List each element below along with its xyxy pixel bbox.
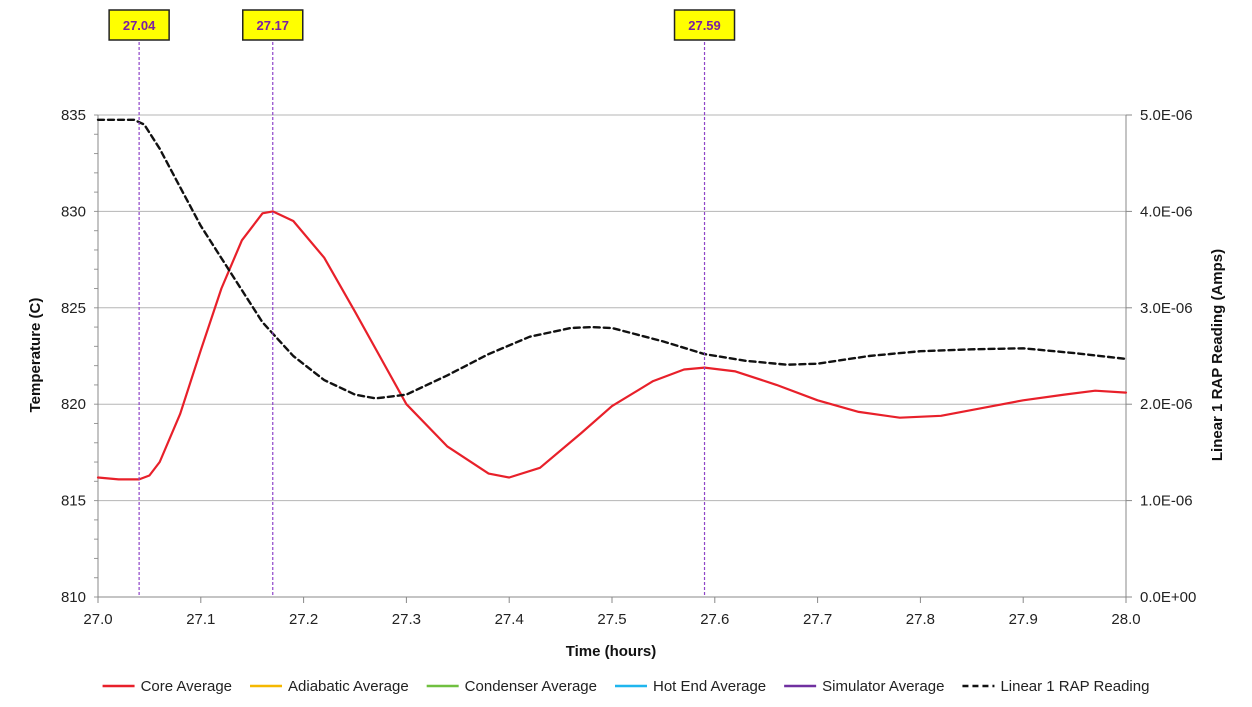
legend-label: Condenser Average <box>465 678 597 695</box>
x-tick-label: 27.5 <box>597 611 626 628</box>
marker-label: 27.59 <box>688 18 721 33</box>
y2-tick-label: 0.0E+00 <box>1140 589 1196 606</box>
y-tick-label: 825 <box>61 300 86 317</box>
x-axis-title: Time (hours) <box>566 643 657 660</box>
x-tick-label: 27.8 <box>906 611 935 628</box>
x-tick-label: 27.6 <box>700 611 729 628</box>
series-lines <box>96 118 1128 481</box>
x-tick-label: 27.2 <box>289 611 318 628</box>
x-tick-label: 27.0 <box>83 611 112 628</box>
y2-tick-label: 5.0E-06 <box>1140 107 1193 124</box>
y-tick-label: 815 <box>61 493 86 510</box>
x-tick-label: 27.1 <box>186 611 215 628</box>
tick-labels: 810 815 820 825 830 835 0.0E+00 1.0E-06 2.0E-06 3… <box>61 107 1196 628</box>
series-line-linear-1-rap-reading <box>96 118 1128 400</box>
marker-label-box <box>673 9 736 41</box>
y2-tick-label: 3.0E-06 <box>1140 300 1193 317</box>
time-markers: 27.04 27.17 27.59 <box>108 9 736 597</box>
marker-label: 27.04 <box>123 18 156 33</box>
x-tick-label: 27.7 <box>803 611 832 628</box>
marker-label-box <box>108 9 170 41</box>
marker-label-box <box>242 9 304 41</box>
x-tick-label: 27.4 <box>495 611 524 628</box>
x-tick-label: 27.9 <box>1009 611 1038 628</box>
x-tick-label: 27.3 <box>392 611 421 628</box>
y2-axis-title: Linear 1 RAP Reading (Amps) <box>1209 249 1226 461</box>
marker-label: 27.17 <box>256 18 289 33</box>
y-axis-title: Temperature (C) <box>27 298 44 413</box>
y-tick-label: 810 <box>61 589 86 606</box>
y2-tick-label: 4.0E-06 <box>1140 203 1193 220</box>
legend-label: Simulator Average <box>822 678 944 695</box>
legend: Core Average Adiabatic Average Condenser A… <box>102 678 1149 695</box>
y2-tick-label: 2.0E-06 <box>1140 396 1193 413</box>
y-tick-label: 830 <box>61 203 86 220</box>
y2-tick-label: 1.0E-06 <box>1140 493 1193 510</box>
legend-label: Linear 1 RAP Reading <box>1000 678 1149 695</box>
y-tick-label: 835 <box>61 107 86 124</box>
series-line-core-average <box>96 210 1128 481</box>
x-tick-label: 28.0 <box>1111 611 1140 628</box>
legend-label: Hot End Average <box>653 678 766 695</box>
legend-label: Core Average <box>141 678 232 695</box>
legend-label: Adiabatic Average <box>288 678 409 695</box>
axes <box>94 114 1132 603</box>
y-tick-label: 820 <box>61 396 86 413</box>
